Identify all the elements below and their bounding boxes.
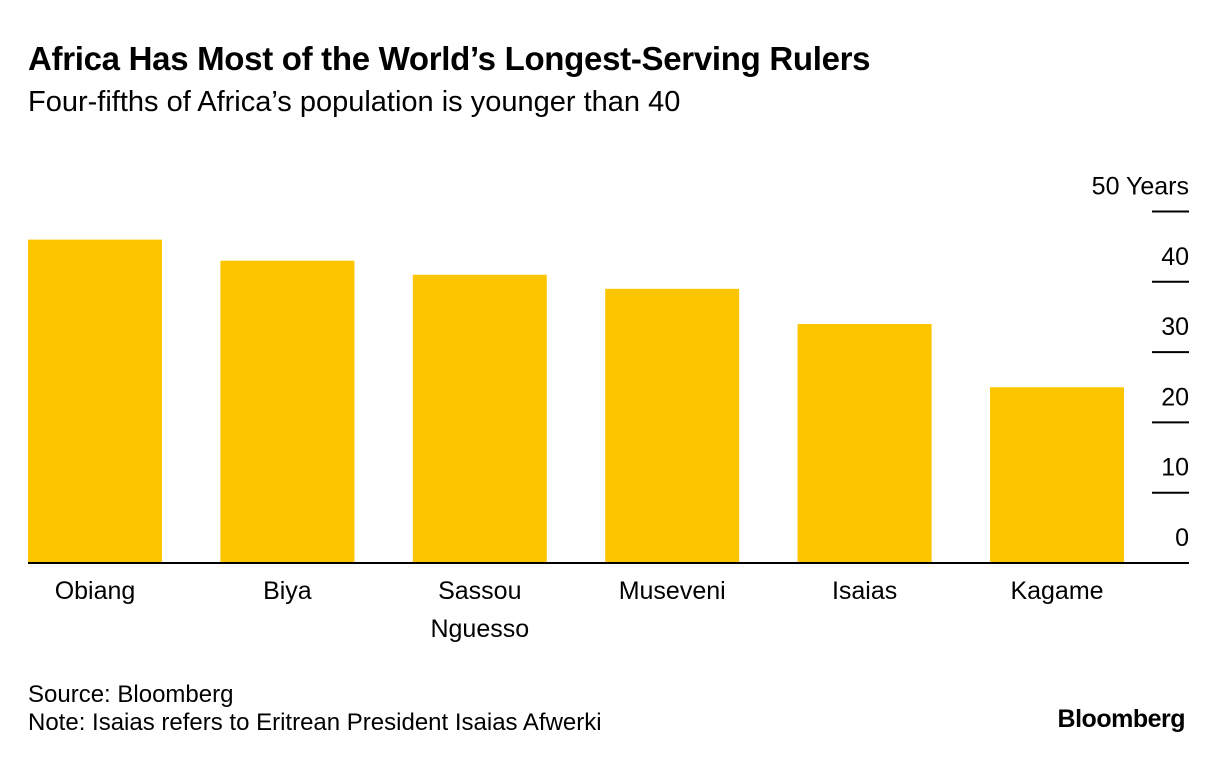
bar-chart: 0 10 20 30 40 50 Years Obiang Biya Sassou Nguesso… <box>28 173 1189 643</box>
chart-subtitle: Four-fifths of Africa’s population is yo… <box>28 86 681 118</box>
y-tick-label-10: 10 <box>1161 454 1189 482</box>
y-tick-label-40: 40 <box>1161 243 1189 271</box>
chart-title: Africa Has Most of the World’s Longest-S… <box>28 40 871 77</box>
x-category-label-1: Biya <box>263 577 312 605</box>
y-tick-label-0: 0 <box>1175 524 1189 552</box>
source-note: Source: Bloomberg <box>28 681 234 708</box>
y-tick-label-30: 30 <box>1161 313 1189 341</box>
bar-0 <box>28 239 162 563</box>
footnote: Note: Isaias refers to Eritrean Presiden… <box>28 709 602 736</box>
x-category-label-3: Museveni <box>619 577 726 605</box>
x-category-label-5: Kagame <box>1010 577 1103 605</box>
bar-5 <box>990 387 1124 563</box>
bar-1 <box>220 260 355 563</box>
x-category-label-4: Isaias <box>832 577 897 605</box>
bloomberg-logo: Bloomberg <box>1057 705 1186 733</box>
y-tick-label-20: 20 <box>1161 383 1189 411</box>
x-category-label-2-line-0: Sassou <box>438 577 521 605</box>
bar-4 <box>797 323 932 563</box>
x-category-label-2-line-1: Nguesso <box>430 615 529 643</box>
bar-3 <box>605 288 740 563</box>
x-category-label-0: Obiang <box>55 577 136 605</box>
bar-2 <box>412 274 547 563</box>
y-tick-label-50: 50 Years <box>1092 173 1189 201</box>
